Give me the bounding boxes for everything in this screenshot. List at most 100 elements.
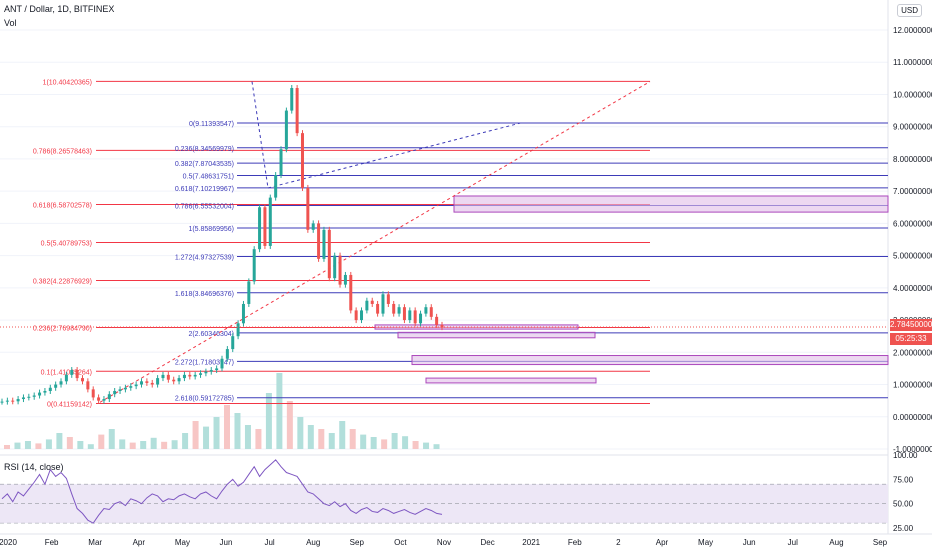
candle: [435, 316, 439, 325]
candle: [16, 399, 20, 402]
volume-bar: [192, 421, 199, 449]
candle: [161, 374, 165, 379]
x-tick-label: Mar: [88, 538, 102, 547]
support-zone: [411, 355, 889, 366]
fib-level-label: 0(0.41159142): [47, 402, 92, 409]
candle: [118, 389, 122, 391]
volume-bar: [140, 441, 147, 449]
candle: [177, 378, 181, 382]
volume-bar: [35, 443, 42, 449]
candle: [140, 381, 144, 385]
candle: [386, 294, 390, 304]
volume-bar: [244, 425, 251, 449]
support-zones: [374, 195, 889, 384]
candle: [247, 281, 251, 304]
x-tick-label: Oct: [394, 538, 407, 547]
candle: [80, 378, 84, 382]
fib-level-label: 2(2.60346304): [188, 331, 234, 338]
candle: [349, 274, 353, 311]
candle: [86, 381, 90, 390]
volume-bar: [98, 434, 105, 449]
x-tick-label: 2: [616, 538, 621, 547]
volume-bar: [433, 444, 440, 449]
x-tick-label: 2021: [522, 538, 540, 547]
candle: [113, 390, 117, 395]
trend-lines: [99, 81, 651, 403]
y-tick-label: 4.00000000: [893, 284, 932, 293]
volume-bar: [297, 417, 304, 449]
candle: [392, 303, 396, 314]
fib-level-label: 0.786(8.26578463): [33, 148, 92, 155]
y-tick-label: 7.00000000: [893, 187, 932, 196]
x-tick-label: Jun: [220, 538, 233, 547]
y-tick-label: 9.00000000: [893, 123, 932, 132]
volume-bar: [87, 444, 94, 449]
volume-bar: [14, 442, 21, 449]
fib-level-label: 0.5(5.40789753): [41, 240, 92, 247]
x-tick-label: Jun: [743, 538, 756, 547]
candle: [402, 307, 406, 321]
candle: [440, 324, 444, 328]
candle: [327, 229, 331, 279]
trend-line: [267, 122, 521, 189]
volume-bar: [66, 437, 73, 449]
fib-level-label: 0.236(2.76984790): [33, 325, 92, 332]
candle: [48, 387, 52, 391]
rsi-tick-label: 50.00: [893, 500, 914, 509]
candle: [263, 207, 267, 246]
candle: [306, 187, 310, 230]
volume-bar: [119, 439, 126, 449]
y-tick-label: 12.00000000: [893, 26, 932, 35]
candle: [188, 374, 192, 377]
volume-bar: [24, 441, 31, 449]
candle: [365, 300, 369, 311]
volume-bar: [150, 437, 157, 449]
volume-bar: [234, 413, 241, 449]
fib-level-label: 1(5.85869956): [188, 226, 234, 233]
y-tick-label: 0.00000000: [893, 413, 932, 422]
x-tick-label: May: [698, 538, 713, 547]
candle: [54, 384, 58, 388]
candle: [59, 381, 63, 385]
price-series: [0, 85, 888, 405]
candle: [252, 249, 256, 282]
volume-bar: [108, 429, 115, 449]
candle: [172, 379, 176, 382]
rsi-tick-label: 25.00: [893, 524, 914, 533]
x-tick-label: Aug: [306, 538, 320, 547]
x-tick-label: Apr: [133, 538, 146, 547]
candle: [182, 374, 186, 379]
fib-level-label: 0.5(7.48631751): [183, 173, 234, 180]
rsi-tick-label: 75.00: [893, 475, 914, 484]
volume-bar: [318, 429, 325, 449]
y-tick-label: 5.00000000: [893, 252, 932, 261]
y-tick-label: 1.00000000: [893, 381, 932, 390]
candle: [343, 274, 347, 285]
candle: [27, 396, 31, 398]
currency-button[interactable]: USD: [897, 4, 922, 17]
volume-bar: [4, 445, 10, 449]
candle: [123, 387, 127, 390]
volume-bar: [129, 442, 136, 449]
rsi-indicator-label[interactable]: RSI (14, close): [4, 462, 64, 472]
candle: [300, 133, 304, 188]
candle: [220, 358, 224, 369]
volume-bar: [255, 429, 262, 449]
symbol-title: ANT / Dollar, 1D, BITFINEX: [4, 4, 115, 14]
volume-bars: [4, 373, 440, 449]
candle: [429, 307, 433, 317]
y-tick-label: 6.00000000: [893, 219, 932, 228]
candle: [284, 110, 288, 150]
countdown-tag: 05:25:33: [890, 333, 932, 345]
candle: [258, 207, 262, 250]
x-tick-label: Jul: [788, 538, 798, 547]
candle: [231, 336, 235, 350]
rsi-line: [1, 459, 443, 524]
volume-bar: [224, 405, 230, 449]
volume-indicator-label[interactable]: Vol: [4, 18, 17, 28]
candle: [370, 300, 374, 304]
volume-bar: [402, 436, 409, 449]
volume-bar: [412, 441, 419, 449]
candle: [204, 371, 208, 374]
